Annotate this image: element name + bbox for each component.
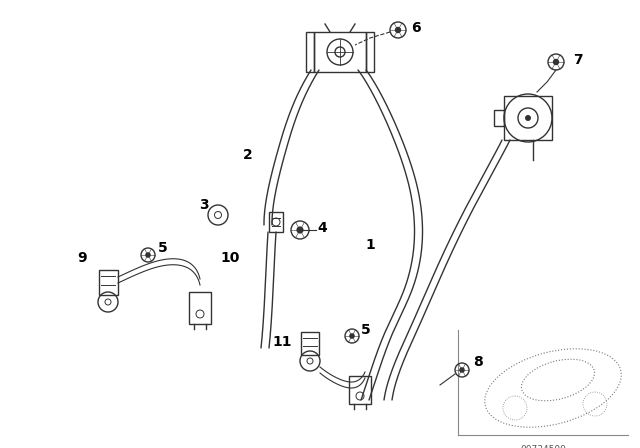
Bar: [366, 32, 374, 72]
Text: 4: 4: [317, 221, 327, 235]
Bar: [269, 212, 283, 232]
Text: 7: 7: [573, 53, 583, 67]
Text: 9: 9: [77, 251, 87, 265]
Text: 2: 2: [243, 148, 253, 162]
Circle shape: [349, 333, 355, 339]
Bar: [306, 32, 314, 72]
Text: 1: 1: [365, 238, 375, 252]
Circle shape: [395, 27, 401, 33]
Circle shape: [460, 367, 465, 373]
Bar: [504, 96, 552, 140]
Bar: [301, 332, 319, 355]
Circle shape: [296, 226, 303, 233]
Bar: [349, 376, 371, 404]
Text: 00734509: 00734509: [520, 444, 566, 448]
Text: 5: 5: [361, 323, 371, 337]
Text: 8: 8: [473, 355, 483, 369]
Bar: [99, 270, 118, 295]
Text: 5: 5: [158, 241, 168, 255]
Bar: [314, 32, 366, 72]
Circle shape: [145, 252, 151, 258]
Text: 10: 10: [220, 251, 240, 265]
Bar: [189, 292, 211, 324]
Circle shape: [553, 59, 559, 65]
Text: 6: 6: [411, 21, 421, 35]
Text: 11: 11: [272, 335, 292, 349]
Circle shape: [525, 115, 531, 121]
Text: 3: 3: [199, 198, 209, 212]
Bar: [494, 110, 504, 126]
